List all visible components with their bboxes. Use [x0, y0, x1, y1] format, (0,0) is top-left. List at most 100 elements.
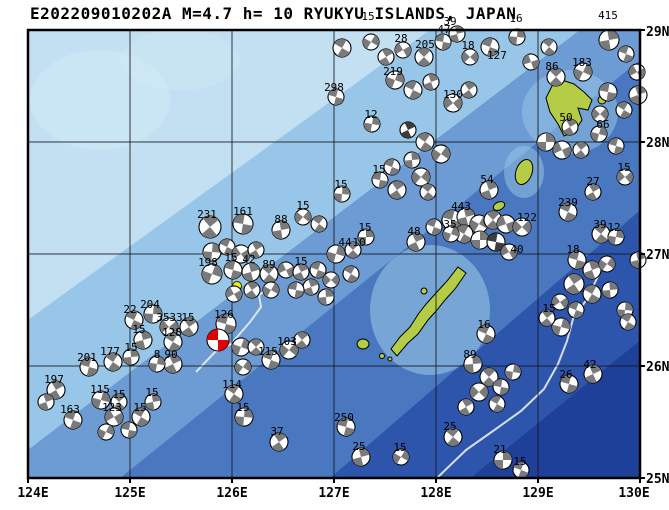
focal-mechanism	[607, 137, 625, 155]
focal-mechanism-highlight	[206, 328, 230, 352]
focal-mechanism	[512, 217, 532, 237]
depth-label: 130	[443, 88, 463, 101]
lon-label: 126E	[216, 486, 247, 501]
focal-mechanism	[512, 461, 530, 479]
depth-label: 42	[583, 358, 596, 371]
lon-label: 128E	[420, 486, 451, 501]
island-amami-oshima	[545, 79, 593, 137]
focal-mechanism	[293, 331, 311, 349]
focal-mechanism	[124, 310, 144, 330]
focal-mechanism	[103, 352, 123, 372]
focal-mechanism	[463, 354, 483, 374]
focal-mechanism	[591, 224, 611, 244]
focal-mechanisms	[37, 25, 648, 479]
depth-label: 50	[559, 111, 572, 124]
depth-label: 39	[443, 15, 456, 28]
focal-mechanism	[243, 281, 261, 299]
depth-label: 15	[236, 401, 249, 414]
focal-mechanism	[414, 47, 434, 67]
focal-mechanism	[616, 168, 634, 186]
depth-label: 231	[197, 208, 217, 221]
focal-mechanism	[461, 48, 479, 66]
depth-label: 15	[145, 386, 158, 399]
depth-label: 183	[572, 56, 592, 69]
focal-mechanism	[322, 271, 340, 289]
island-okinawa	[390, 266, 467, 357]
depth-label: 126	[214, 308, 234, 321]
depth-label: 219	[383, 65, 403, 78]
depth-label: 123	[102, 401, 122, 414]
focal-mechanism	[377, 48, 395, 66]
focal-mechanism	[202, 242, 222, 262]
focal-mechanism	[496, 214, 516, 234]
focal-mechanism	[615, 101, 633, 119]
focal-mechanism	[443, 427, 463, 447]
depth-label: 16	[509, 12, 522, 25]
focal-mechanism	[582, 284, 602, 304]
depth-label: 103	[277, 335, 297, 348]
depth-label: 115	[90, 383, 110, 396]
figure-title: E202209010202A M=4.7 h= 10 RYUKYU ISLAND…	[30, 4, 516, 23]
focal-mechanism	[629, 251, 647, 269]
focal-mechanism	[552, 140, 572, 160]
focal-mechanism	[582, 260, 602, 280]
focal-mechanism	[419, 183, 437, 201]
depth-label: 415	[598, 9, 618, 22]
lat-label: 26N	[646, 360, 669, 375]
focal-mechanism	[133, 330, 153, 350]
focal-mechanism	[104, 407, 124, 427]
focal-mechanism	[591, 105, 609, 123]
focal-mechanism	[333, 185, 351, 203]
lat-label: 28N	[646, 136, 669, 151]
focal-mechanism	[97, 423, 115, 441]
focal-mechanism	[269, 432, 289, 452]
focal-mechanism	[443, 93, 463, 113]
depth-label: 35	[443, 218, 456, 231]
focal-mechanism	[590, 125, 608, 143]
focal-mechanism	[327, 88, 345, 106]
contour-line-west	[195, 286, 272, 373]
focal-mechanism	[225, 285, 243, 303]
focal-mechanism	[279, 340, 299, 360]
focal-mechanism	[362, 33, 380, 51]
depth-label: 27	[586, 175, 599, 188]
focal-mechanism	[522, 53, 540, 71]
focal-mechanism	[234, 407, 254, 427]
focal-mechanism	[241, 262, 261, 282]
depth-label: 89	[262, 258, 275, 271]
depth-label: 54	[480, 173, 494, 186]
island-kerama-1	[379, 353, 385, 359]
focal-mechanism	[546, 67, 566, 87]
focal-mechanism	[46, 380, 66, 400]
depth-label: 250	[334, 411, 354, 424]
focal-mechanism	[584, 183, 602, 201]
focal-mechanism	[500, 243, 518, 261]
depth-label: 26	[559, 368, 572, 381]
focal-mechanism	[277, 261, 295, 279]
island-kerama-2	[387, 356, 393, 362]
depth-label: 86	[545, 60, 558, 73]
focal-mechanism	[91, 390, 111, 410]
focal-mechanism	[411, 167, 431, 187]
focal-mechanism	[488, 395, 506, 413]
lat-label: 25N	[646, 472, 669, 487]
focal-mechanism	[394, 41, 412, 59]
island-ie	[420, 287, 428, 295]
focal-mechanism	[259, 264, 279, 284]
focal-mechanism	[607, 228, 625, 246]
depth-label: 66	[596, 118, 609, 131]
depth-label: 37	[270, 425, 283, 438]
depth-label: 10	[352, 236, 365, 249]
focal-mechanism	[422, 73, 440, 91]
focal-mechanism	[163, 332, 183, 352]
depth-label: 12	[607, 221, 620, 234]
depth-label: 15	[358, 221, 371, 234]
focal-mechanism	[201, 263, 223, 285]
depth-label: 239	[558, 196, 578, 209]
depth-label: 39	[593, 218, 606, 231]
depth-label: 15	[133, 401, 146, 414]
depth-label: 15	[393, 441, 406, 454]
focal-mechanism	[628, 85, 648, 105]
depth-label: 35	[156, 311, 169, 324]
focal-mechanism	[385, 70, 405, 90]
